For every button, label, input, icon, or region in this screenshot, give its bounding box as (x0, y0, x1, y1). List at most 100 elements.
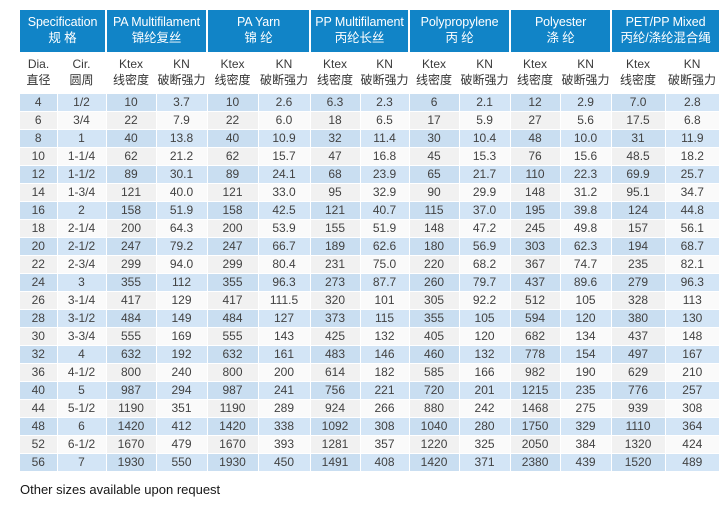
cell: 195 (509, 200, 561, 220)
cell: 373 (309, 308, 361, 328)
cell: 2.3 (359, 92, 410, 112)
cell: 12 (509, 92, 561, 112)
cell: 550 (155, 452, 208, 471)
cell: 2-1/2 (56, 236, 107, 256)
cell: 280 (458, 416, 511, 436)
cell: 417 (105, 290, 157, 310)
cell: 28 (20, 308, 57, 328)
footer-note: Other sizes available upon request (20, 481, 221, 497)
label-en: PET/PP Mixed (625, 15, 706, 29)
cell: 800 (206, 362, 259, 382)
cell: 405 (408, 326, 460, 346)
cell: 489 (664, 452, 720, 471)
cell: 260 (408, 272, 460, 292)
table-row: 36 4-1/2 800 240 800 200 614 182 585 166 982 190 629… (20, 362, 720, 382)
label-zh: 破断强力 (668, 72, 717, 87)
cell: 1-1/2 (56, 164, 107, 184)
cell: 105 (458, 308, 511, 328)
cell: 1420 (408, 452, 460, 471)
cell: 351 (155, 398, 208, 418)
cell: 18 (309, 110, 361, 130)
table-row: 56 7 1930 550 1930 450 1491 408 1420 371 2380 439 15… (20, 452, 720, 471)
cell: 17 (408, 110, 460, 130)
label-zh: 线密度 (416, 72, 453, 87)
cell: 200 (206, 218, 259, 238)
cell: 143 (257, 326, 311, 346)
cell: 124 (610, 200, 666, 220)
cell: 325 (458, 434, 511, 454)
sub-header-cell: Dia. 直径 (20, 51, 57, 94)
cell: 130 (664, 308, 720, 328)
cell: 2 (56, 200, 107, 220)
cell: 235 (610, 254, 666, 274)
table-row: 40 5 987 294 987 241 756 221 720 201 1215 235 776 257 (20, 380, 720, 400)
cell: 2.8 (664, 92, 720, 112)
label-en: Specification (27, 15, 98, 29)
cell: 614 (309, 362, 361, 382)
cell: 47 (309, 146, 361, 166)
cell: 121 (105, 182, 157, 202)
cell: 62 (206, 146, 259, 166)
cell: 880 (408, 398, 460, 418)
cell: 200 (257, 362, 311, 382)
cell: 190 (559, 362, 612, 382)
group-header: PA Yarn 锦 纶 (206, 10, 311, 52)
cell: 48 (20, 416, 57, 436)
cell: 6-1/2 (56, 434, 107, 454)
cell: 75.0 (359, 254, 410, 274)
cell: 87.7 (359, 272, 410, 292)
cell: 22 (206, 110, 259, 130)
cell: 756 (309, 380, 361, 400)
label-zh: 破断强力 (360, 72, 409, 87)
label-zh: 破断强力 (561, 72, 610, 87)
cell: 2-1/4 (56, 218, 107, 238)
cell: 94.0 (155, 254, 208, 274)
cell: 2380 (509, 452, 561, 471)
cell: 79.7 (458, 272, 511, 292)
cell: 235 (559, 380, 612, 400)
cell: 15.6 (559, 146, 612, 166)
cell: 1220 (408, 434, 460, 454)
sub-header-cell: Ktex 线密度 (611, 51, 666, 94)
cell: 776 (610, 380, 666, 400)
table-row: 16 2 158 51.9 158 42.5 121 40.7 115 37.0 195 39.8 12… (20, 200, 720, 220)
group-header: PA Multifilament 锦纶复丝 (105, 10, 208, 52)
cell: 10 (105, 92, 157, 112)
cell: 585 (408, 362, 460, 382)
cell: 158 (206, 200, 259, 220)
cell: 6 (20, 110, 57, 130)
cell: 22.3 (559, 164, 612, 184)
cell: 89 (105, 164, 157, 184)
cell: 11.9 (664, 128, 720, 148)
cell: 231 (309, 254, 361, 274)
cell: 800 (105, 362, 157, 382)
cell: 6 (408, 92, 460, 112)
cell: 289 (257, 398, 311, 418)
cell: 56.1 (664, 218, 720, 238)
cell: 76 (509, 146, 561, 166)
label-zh: 丙纶长丝 (334, 31, 385, 46)
cell: 484 (105, 308, 157, 328)
rope-spec-sheet: Specification 规 格 PA Multifilament 锦纶复丝 PA Y… (20, 10, 720, 497)
cell: 425 (309, 326, 361, 346)
cell: 157 (610, 218, 666, 238)
cell: 120 (458, 326, 511, 346)
cell: 32 (20, 344, 57, 364)
cell: 308 (664, 398, 720, 418)
label-zh: 规 格 (48, 31, 77, 46)
cell: 158 (105, 200, 157, 220)
cell: 62 (105, 146, 157, 166)
cell: 16 (20, 200, 57, 220)
label-zh: 破断强力 (460, 72, 509, 87)
cell: 27 (509, 110, 561, 130)
cell: 49.8 (559, 218, 612, 238)
label-en: Polyester (534, 15, 587, 29)
cell: 110 (509, 164, 561, 184)
cell: 7 (56, 452, 107, 471)
cell: 1320 (610, 434, 666, 454)
cell: 56 (20, 452, 57, 471)
cell: 154 (559, 344, 612, 364)
cell: 40 (206, 128, 259, 148)
cell: 357 (359, 434, 410, 454)
cell: 64.3 (155, 218, 208, 238)
